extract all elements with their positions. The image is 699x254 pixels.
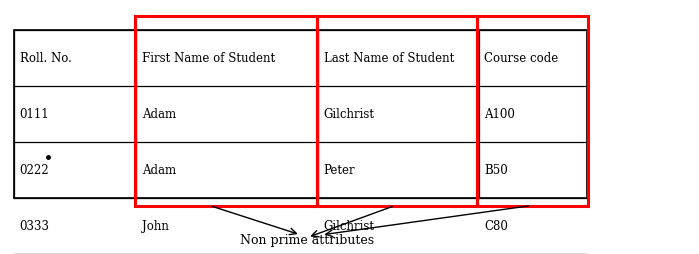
Text: Gilchrist: Gilchrist	[324, 108, 375, 121]
Text: First Name of Student: First Name of Student	[142, 52, 275, 65]
Text: Course code: Course code	[484, 52, 559, 65]
Text: Non prime attributes: Non prime attributes	[240, 234, 375, 246]
Text: Last Name of Student: Last Name of Student	[324, 52, 454, 65]
Text: A100: A100	[484, 108, 515, 121]
Text: Adam: Adam	[142, 108, 176, 121]
Bar	[317, 17, 477, 206]
Text: C80: C80	[484, 220, 508, 232]
Bar	[14, 30, 587, 198]
Text: 0333: 0333	[20, 220, 50, 232]
Bar	[477, 17, 588, 206]
Text: Roll. No.: Roll. No.	[20, 52, 71, 65]
Bar	[135, 17, 317, 206]
Text: Gilchrist: Gilchrist	[324, 220, 375, 232]
Text: John: John	[142, 220, 168, 232]
Text: 0222: 0222	[20, 164, 49, 177]
Text: B50: B50	[484, 164, 508, 177]
Text: Peter: Peter	[324, 164, 355, 177]
Text: 0111: 0111	[20, 108, 49, 121]
Text: Adam: Adam	[142, 164, 176, 177]
